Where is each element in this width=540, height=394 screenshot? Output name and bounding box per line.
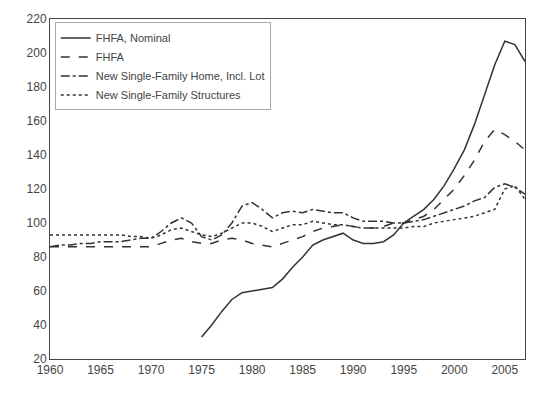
svg-text:1985: 1985 (289, 363, 316, 377)
svg-text:1965: 1965 (87, 363, 114, 377)
svg-text:40: 40 (33, 318, 47, 332)
svg-text:New Single-Family Structures: New Single-Family Structures (96, 89, 241, 101)
svg-text:180: 180 (27, 80, 47, 94)
svg-text:200: 200 (27, 46, 47, 60)
svg-text:100: 100 (27, 216, 47, 230)
svg-text:160: 160 (27, 114, 47, 128)
svg-text:20: 20 (33, 352, 47, 366)
svg-text:120: 120 (27, 182, 47, 196)
svg-text:FHFA: FHFA (96, 51, 125, 63)
svg-text:1970: 1970 (138, 363, 165, 377)
svg-text:60: 60 (33, 284, 47, 298)
svg-text:2000: 2000 (441, 363, 468, 377)
svg-text:220: 220 (27, 12, 47, 26)
svg-text:1995: 1995 (390, 363, 417, 377)
svg-text:New Single-Family Home, Incl.: New Single-Family Home, Incl. Lot (96, 70, 265, 82)
svg-text:1975: 1975 (188, 363, 215, 377)
svg-text:140: 140 (27, 148, 47, 162)
svg-text:1960: 1960 (37, 363, 64, 377)
svg-text:FHFA, Nominal: FHFA, Nominal (96, 32, 171, 44)
svg-text:1980: 1980 (239, 363, 266, 377)
svg-text:80: 80 (33, 250, 47, 264)
svg-text:1990: 1990 (340, 363, 367, 377)
svg-text:2005: 2005 (491, 363, 518, 377)
